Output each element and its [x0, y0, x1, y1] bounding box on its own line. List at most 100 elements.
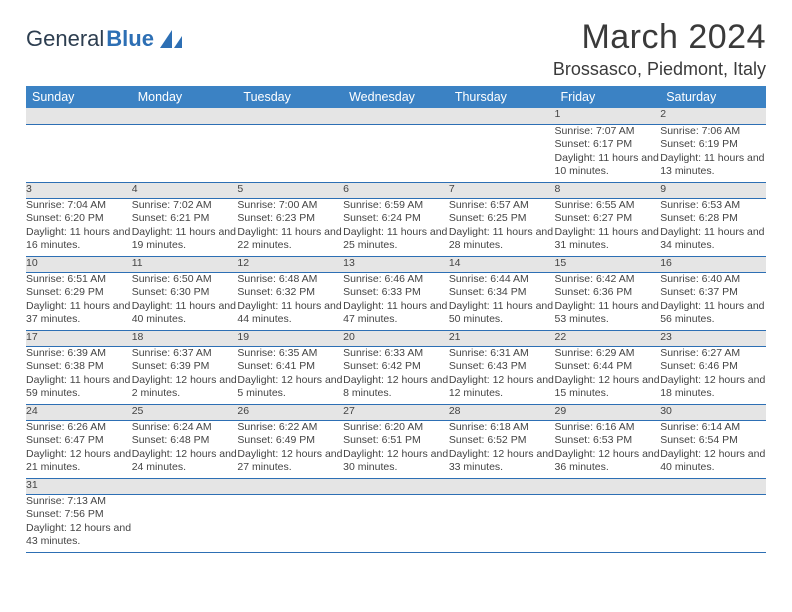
- brand-logo: GeneralBlue: [26, 18, 184, 52]
- daylight-text: Daylight: 12 hours and 30 minutes.: [343, 448, 449, 475]
- day-number: [132, 108, 238, 124]
- day-content-row: Sunrise: 6:51 AMSunset: 6:29 PM Daylight:…: [26, 272, 766, 330]
- sunset-text: Sunset: 6:42 PM: [343, 360, 449, 374]
- day-cell: Sunrise: 6:31 AMSunset: 6:43 PMDaylight:…: [449, 346, 555, 404]
- day-cell: [132, 494, 238, 552]
- day-cell: [449, 494, 555, 552]
- day-number: [343, 478, 449, 494]
- sunrise-text: Sunrise: 7:13 AM: [26, 495, 132, 509]
- day-number-row: 17181920212223: [26, 330, 766, 346]
- day-cell: Sunrise: 6:22 AMSunset: 6:49 PMDaylight:…: [237, 420, 343, 478]
- sunrise-text: Sunrise: 6:35 AM: [237, 347, 343, 361]
- day-number: 27: [343, 404, 449, 420]
- day-content-row: Sunrise: 7:13 AMSunset: 7:56 PMDaylight:…: [26, 494, 766, 552]
- daylight-text: Daylight: 12 hours and 33 minutes.: [449, 448, 555, 475]
- sunset-text: Sunset: 6:49 PM: [237, 434, 343, 448]
- sunrise-text: Sunrise: 6:16 AM: [555, 421, 661, 435]
- day-number: 9: [660, 182, 766, 198]
- day-cell: Sunrise: 7:06 AMSunset: 6:19 PMDaylight:…: [660, 124, 766, 182]
- daylight-text: Daylight: 11 hours and 50 minutes.: [449, 300, 555, 327]
- sunset-text: Sunset: 6:19 PM: [660, 138, 766, 152]
- day-number-row: 3456789: [26, 182, 766, 198]
- day-number: 15: [555, 256, 661, 272]
- day-cell: Sunrise: 6:39 AMSunset: 6:38 PMDaylight:…: [26, 346, 132, 404]
- sunrise-text: Sunrise: 6:14 AM: [660, 421, 766, 435]
- calendar-table: Sunday Monday Tuesday Wednesday Thursday…: [26, 86, 766, 553]
- day-cell: Sunrise: 6:29 AMSunset: 6:44 PMDaylight:…: [555, 346, 661, 404]
- sunrise-text: Sunrise: 6:40 AM: [660, 273, 766, 287]
- daylight-text: Daylight: 11 hours and 59 minutes.: [26, 374, 132, 401]
- day-number: 14: [449, 256, 555, 272]
- day-number: 17: [26, 330, 132, 346]
- day-cell: Sunrise: 6:46 AMSunset: 6:33 PMDaylight:…: [343, 272, 449, 330]
- day-cell: Sunrise: 6:40 AMSunset: 6:37 PMDaylight:…: [660, 272, 766, 330]
- brand-part2: Blue: [106, 26, 154, 52]
- daylight-text: Daylight: 11 hours and 25 minutes.: [343, 226, 449, 253]
- daylight-text: Daylight: 11 hours and 44 minutes.: [237, 300, 343, 327]
- day-number: [660, 478, 766, 494]
- day-number: 10: [26, 256, 132, 272]
- day-number: 20: [343, 330, 449, 346]
- sunset-text: Sunset: 6:48 PM: [132, 434, 238, 448]
- day-cell: Sunrise: 6:59 AMSunset: 6:24 PMDaylight:…: [343, 198, 449, 256]
- sunset-text: Sunset: 6:25 PM: [449, 212, 555, 226]
- daylight-text: Daylight: 11 hours and 56 minutes.: [660, 300, 766, 327]
- day-cell: Sunrise: 6:53 AMSunset: 6:28 PMDaylight:…: [660, 198, 766, 256]
- day-number-row: 10111213141516: [26, 256, 766, 272]
- day-cell: [132, 124, 238, 182]
- day-cell: Sunrise: 7:07 AMSunset: 6:17 PMDaylight:…: [555, 124, 661, 182]
- sunset-text: Sunset: 6:29 PM: [26, 286, 132, 300]
- day-number: 8: [555, 182, 661, 198]
- weekday-fri: Friday: [555, 86, 661, 108]
- day-number-row: 31: [26, 478, 766, 494]
- daylight-text: Daylight: 11 hours and 16 minutes.: [26, 226, 132, 253]
- sunset-text: Sunset: 6:51 PM: [343, 434, 449, 448]
- weekday-thu: Thursday: [449, 86, 555, 108]
- day-number: 4: [132, 182, 238, 198]
- sunrise-text: Sunrise: 7:07 AM: [555, 125, 661, 139]
- sunrise-text: Sunrise: 6:39 AM: [26, 347, 132, 361]
- daylight-text: Daylight: 12 hours and 24 minutes.: [132, 448, 238, 475]
- weekday-sun: Sunday: [26, 86, 132, 108]
- day-number: 28: [449, 404, 555, 420]
- daylight-text: Daylight: 12 hours and 15 minutes.: [555, 374, 661, 401]
- day-cell: Sunrise: 7:13 AMSunset: 7:56 PMDaylight:…: [26, 494, 132, 552]
- daylight-text: Daylight: 12 hours and 18 minutes.: [660, 374, 766, 401]
- day-number: 31: [26, 478, 132, 494]
- weekday-sat: Saturday: [660, 86, 766, 108]
- sunrise-text: Sunrise: 6:59 AM: [343, 199, 449, 213]
- day-number: 2: [660, 108, 766, 124]
- day-content-row: Sunrise: 6:26 AMSunset: 6:47 PMDaylight:…: [26, 420, 766, 478]
- day-cell: [449, 124, 555, 182]
- sunrise-text: Sunrise: 6:20 AM: [343, 421, 449, 435]
- sunrise-text: Sunrise: 6:55 AM: [555, 199, 661, 213]
- day-number: 24: [26, 404, 132, 420]
- sunset-text: Sunset: 6:27 PM: [555, 212, 661, 226]
- sunrise-text: Sunrise: 6:27 AM: [660, 347, 766, 361]
- sail-icon: [158, 28, 184, 50]
- daylight-text: Daylight: 12 hours and 12 minutes.: [449, 374, 555, 401]
- sunrise-text: Sunrise: 6:51 AM: [26, 273, 132, 287]
- sunset-text: Sunset: 6:17 PM: [555, 138, 661, 152]
- day-cell: [343, 124, 449, 182]
- day-cell: Sunrise: 6:57 AMSunset: 6:25 PMDaylight:…: [449, 198, 555, 256]
- sunset-text: Sunset: 6:43 PM: [449, 360, 555, 374]
- sunrise-text: Sunrise: 6:33 AM: [343, 347, 449, 361]
- day-number: 1: [555, 108, 661, 124]
- sunset-text: Sunset: 6:21 PM: [132, 212, 238, 226]
- day-number: [237, 108, 343, 124]
- day-cell: Sunrise: 6:26 AMSunset: 6:47 PMDaylight:…: [26, 420, 132, 478]
- daylight-text: Daylight: 11 hours and 10 minutes.: [555, 152, 661, 179]
- day-number: 21: [449, 330, 555, 346]
- sunrise-text: Sunrise: 7:02 AM: [132, 199, 238, 213]
- day-cell: Sunrise: 7:04 AMSunset: 6:20 PMDaylight:…: [26, 198, 132, 256]
- day-cell: Sunrise: 7:02 AMSunset: 6:21 PMDaylight:…: [132, 198, 238, 256]
- sunrise-text: Sunrise: 6:26 AM: [26, 421, 132, 435]
- daylight-text: Daylight: 11 hours and 34 minutes.: [660, 226, 766, 253]
- day-number: 7: [449, 182, 555, 198]
- daylight-text: Daylight: 11 hours and 47 minutes.: [343, 300, 449, 327]
- day-number: 22: [555, 330, 661, 346]
- day-cell: [343, 494, 449, 552]
- daylight-text: Daylight: 12 hours and 2 minutes.: [132, 374, 238, 401]
- sunrise-text: Sunrise: 7:06 AM: [660, 125, 766, 139]
